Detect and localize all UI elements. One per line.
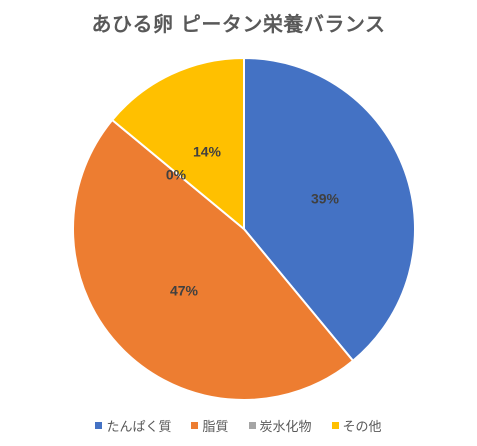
legend-item-fat: 脂質 xyxy=(191,416,229,435)
legend-swatch-other xyxy=(331,422,339,429)
pie-slices xyxy=(71,56,417,402)
legend-item-carbohydrate: 炭水化物 xyxy=(248,416,312,435)
data-label-protein: 39% xyxy=(311,191,340,207)
legend-label-fat: 脂質 xyxy=(202,420,229,435)
pie-slice-fat xyxy=(71,118,355,402)
legend-item-other: その他 xyxy=(331,416,382,435)
pie-slice-other xyxy=(110,56,245,232)
legend-swatch-carbohydrate xyxy=(248,422,256,429)
legend-label-other: その他 xyxy=(342,420,382,435)
legend-swatch-protein xyxy=(95,422,103,429)
legend-item-protein: たんぱく質 xyxy=(95,416,171,435)
chart-legend: たんぱく質 脂質 炭水化物 その他 xyxy=(0,416,477,435)
data-label-fat: 47% xyxy=(170,283,199,299)
data-label-other: 14% xyxy=(193,144,222,160)
legend-label-carbohydrate: 炭水化物 xyxy=(259,420,312,435)
pie-data-labels: 39% 47% 0% 14% xyxy=(166,144,340,299)
data-label-carbohydrate: 0% xyxy=(166,167,187,183)
legend-swatch-fat xyxy=(191,422,199,429)
chart-title: あひる卵 ピータン栄養バランス xyxy=(91,12,386,36)
pie-slice-protein xyxy=(243,56,417,363)
legend-label-protein: たんぱく質 xyxy=(106,420,172,435)
